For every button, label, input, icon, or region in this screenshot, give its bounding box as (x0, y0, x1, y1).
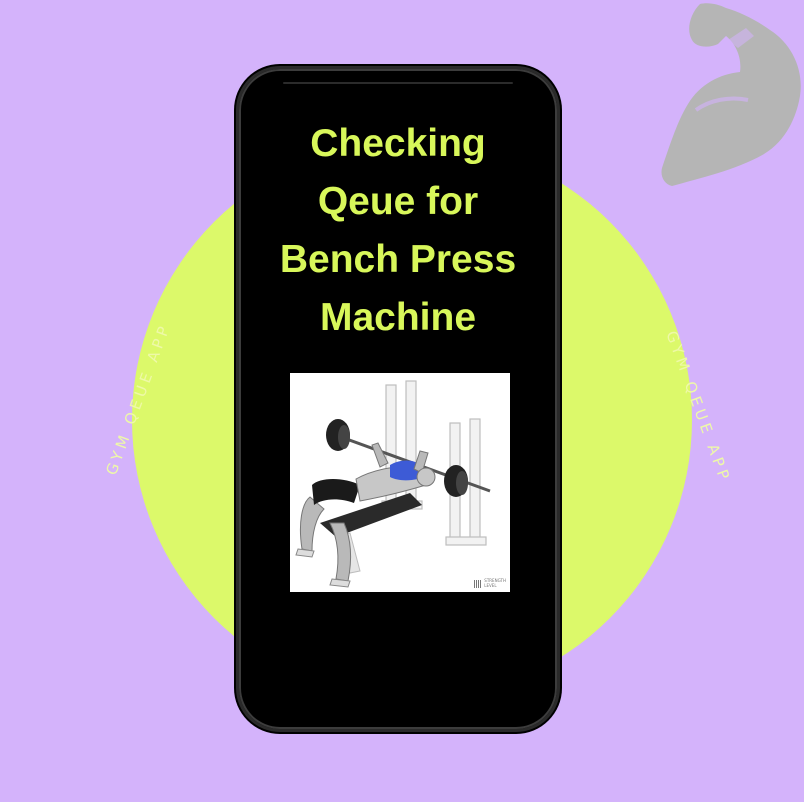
watermark-logo: STRENGTH LEVEL (474, 578, 506, 588)
watermark-bars-icon (474, 579, 483, 588)
bench-press-image[interactable]: STRENGTH LEVEL (290, 373, 510, 592)
bench-press-illustration (295, 380, 491, 588)
title-line-4: Machine (319, 296, 477, 339)
phone-speaker (283, 82, 513, 84)
title-line-2: Qeue for (317, 180, 479, 223)
phone-frame: Checking Qeue for Bench Press Machine (236, 66, 560, 732)
watermark-line-2: LEVEL (484, 582, 497, 588)
watermark-line-1: STRENGTH (484, 578, 506, 583)
title-line-3: Bench Press (279, 238, 517, 281)
flexed-arm-icon (661, 3, 801, 186)
screen-title: Checking Qeue for Bench Press Machine (239, 115, 557, 347)
title-line-1: Checking (310, 122, 486, 165)
